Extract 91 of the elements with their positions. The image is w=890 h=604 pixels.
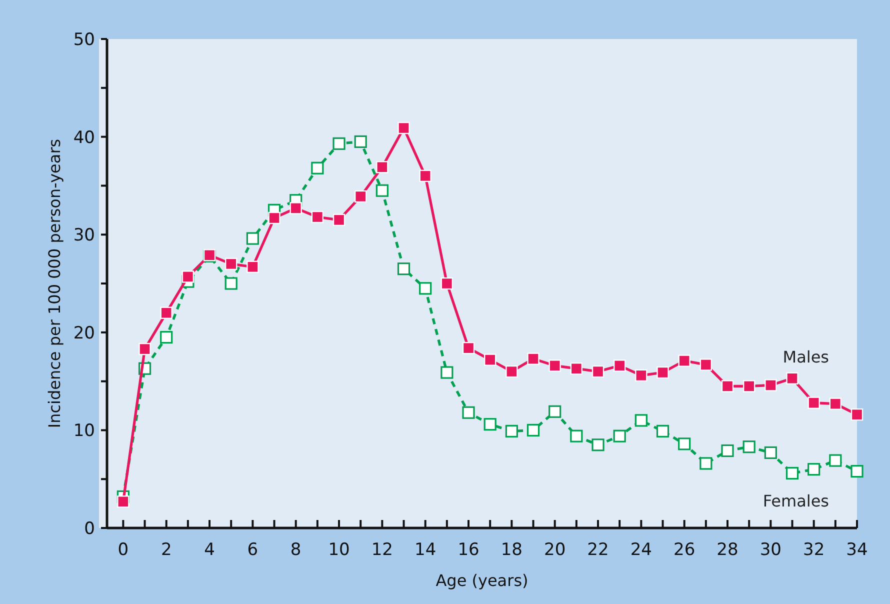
x-tick-label: 28 [716,540,738,560]
point [634,414,648,427]
point [829,454,842,467]
x-axis-title: Age (years) [436,571,528,590]
x-tick-label: 26 [674,540,696,560]
x-tick-label: 4 [204,540,215,560]
x-tick-label: 18 [500,540,522,560]
x-tick-label: 8 [290,540,302,560]
y-axis-title: Incidence per 100 000 person-years [45,138,64,428]
point [484,418,496,431]
x-tick-label: 6 [247,540,258,560]
point [742,380,756,392]
point [570,430,583,442]
point [786,466,799,480]
point [225,258,238,270]
point [850,408,864,421]
point [419,170,432,182]
point [160,306,172,319]
point [376,184,388,197]
x-tick-label: 32 [803,540,825,560]
point [764,379,777,392]
x-tick-label: 14 [414,540,436,560]
point [656,366,669,379]
point [117,495,130,508]
point [419,282,432,295]
point [592,365,604,378]
point [246,232,259,245]
point [354,135,367,148]
point [311,210,324,224]
point [527,352,540,365]
point [376,161,388,174]
point [721,380,734,392]
point [160,330,173,344]
point [829,398,842,410]
point [656,424,670,438]
point [700,358,712,371]
point [290,202,302,214]
point [786,372,798,384]
point [506,365,518,378]
point [182,270,194,283]
point [808,396,820,409]
point [311,162,324,174]
point [397,262,410,276]
x-tick-label: 24 [630,540,652,560]
x-tick-label: 10 [328,540,350,560]
series-label: Females [762,491,829,510]
point [440,366,454,379]
point [592,438,604,452]
point [332,214,346,226]
y-tick-label: 50 [73,30,95,50]
point [354,190,367,203]
point [742,440,756,454]
x-tick-label: 0 [118,540,129,560]
point [570,362,583,375]
point [505,424,518,438]
y-tick-label: 40 [73,128,95,148]
point [548,360,561,372]
point [721,444,734,458]
point [678,354,690,367]
point [462,342,475,354]
point [224,277,238,290]
point [484,354,496,366]
x-tick-label: 20 [544,540,566,560]
y-tick-label: 20 [73,323,95,344]
point [613,430,626,442]
point [635,369,648,382]
series-label: Males [782,348,829,367]
x-tick-label: 12 [371,540,393,560]
y-tick-label: 10 [73,421,95,442]
y-tick-label: 30 [73,226,95,246]
point [246,260,259,273]
point [548,405,562,418]
point [398,122,410,134]
x-tick-label: 30 [760,540,782,560]
point [440,277,454,290]
x-tick-label: 22 [587,540,609,560]
y-tick-label: 0 [84,519,95,539]
point [700,457,712,470]
point [764,446,777,459]
point [808,463,820,476]
point [850,464,864,478]
x-tick-label: 16 [458,540,480,560]
point [138,342,151,356]
point [268,212,280,224]
point [613,360,626,372]
point [678,438,691,450]
point [526,424,540,436]
point [332,137,346,150]
x-tick-label: 2 [160,540,172,560]
x-tick-label: 34 [846,540,868,560]
point [462,406,475,419]
